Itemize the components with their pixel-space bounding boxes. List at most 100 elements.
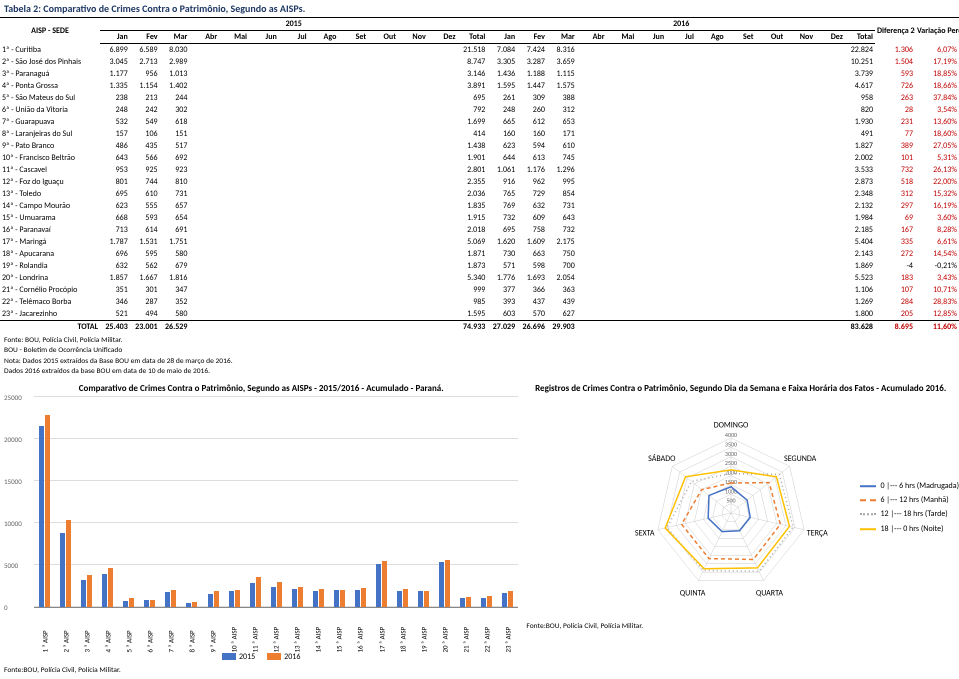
cell (338, 80, 368, 92)
table-row: 20ª - Londrina1.8571.6671.8165.3401.7761… (0, 272, 959, 284)
cell (368, 296, 398, 308)
cell-pct: 12,85% (915, 308, 959, 321)
cell (219, 284, 249, 296)
cell (756, 224, 786, 236)
cell: 691 (160, 224, 190, 236)
cell: 8.316 (547, 44, 577, 57)
cell (309, 284, 339, 296)
cell: 309 (517, 92, 547, 104)
cell (815, 212, 845, 224)
cell (726, 68, 756, 80)
gridline: 20000 (34, 438, 518, 439)
cell: 731 (547, 200, 577, 212)
cell-dif: 389 (875, 140, 915, 152)
cell: 695 (458, 92, 488, 104)
cell (756, 176, 786, 188)
cell (428, 128, 458, 140)
cell (219, 164, 249, 176)
bar-2016 (108, 568, 113, 607)
cell (189, 200, 219, 212)
cell: 312 (547, 104, 577, 116)
cell: 1.869 (845, 260, 875, 272)
cell: 366 (517, 284, 547, 296)
cell (279, 164, 309, 176)
cell (815, 200, 845, 212)
legend-2016: 2016 (284, 652, 300, 662)
cell: 1.575 (547, 80, 577, 92)
bar-group: 7 ª AISP (160, 590, 181, 606)
bar-2016 (466, 597, 471, 606)
cell: 713 (100, 224, 130, 236)
cell: 618 (160, 116, 190, 128)
cell (189, 116, 219, 128)
table-row: 9ª - Pato Branco4864355171.4386235946101… (0, 140, 959, 152)
cell-sede: 6ª - União da Vitoria (0, 104, 100, 116)
bar-xlabel: 19 ª AISP (419, 626, 428, 652)
cell-dif: 263 (875, 92, 915, 104)
hdr-month: Mar (547, 31, 577, 44)
cell: 1.667 (130, 272, 160, 284)
bar-chart-source: Fonte:BOU, Polícia Civil, Polícia Milita… (4, 666, 518, 675)
cell (398, 164, 428, 176)
cell (815, 116, 845, 128)
bar-2016 (214, 591, 219, 606)
cell (785, 260, 815, 272)
cell: 549 (130, 116, 160, 128)
cell (368, 152, 398, 164)
cell: 566 (130, 152, 160, 164)
cell (756, 56, 786, 68)
cell (279, 104, 309, 116)
bar-group: 1 ª AISP (34, 415, 55, 607)
cell (428, 321, 458, 334)
cell: 1.061 (487, 164, 517, 176)
bar-2015 (439, 562, 444, 607)
cell (309, 188, 339, 200)
cell (726, 104, 756, 116)
bar-xlabel: 17 ª AISP (377, 626, 386, 652)
cell (815, 272, 845, 284)
cell (756, 104, 786, 116)
cell-dif: 335 (875, 236, 915, 248)
cell (607, 236, 637, 248)
bar-2015 (418, 591, 423, 607)
cell (607, 321, 637, 334)
cell: 765 (487, 188, 517, 200)
cell (785, 236, 815, 248)
cell (189, 176, 219, 188)
bar-xlabel: 23 ª AISP (503, 626, 512, 652)
hdr-month: Fev (130, 31, 160, 44)
bar-2016 (192, 602, 197, 606)
cell-pct: 18,85% (915, 68, 959, 80)
hdr-month: Set (338, 31, 368, 44)
footnote: Fonte: BOU, Polícia Civil, Polícia Milit… (4, 336, 955, 345)
cell-pct: -0,21% (915, 260, 959, 272)
cell (696, 140, 726, 152)
cell: 439 (547, 296, 577, 308)
cell (368, 164, 398, 176)
cell (815, 260, 845, 272)
cell (189, 92, 219, 104)
cell: 3.146 (458, 68, 488, 80)
bar-2016 (424, 591, 429, 607)
cell: 953 (100, 164, 130, 176)
cell: 2.002 (845, 152, 875, 164)
cell: 1.269 (845, 296, 875, 308)
cell (815, 284, 845, 296)
bar-xlabel: 10 ª AISP (230, 626, 239, 652)
cell (815, 44, 845, 57)
cell: 632 (100, 260, 130, 272)
cell (338, 164, 368, 176)
cell (249, 284, 279, 296)
cell (219, 260, 249, 272)
cell (756, 152, 786, 164)
cell-sede: 22ª - Telêmaco Borba (0, 296, 100, 308)
cell (338, 116, 368, 128)
cell (428, 140, 458, 152)
radar-legend: 0 |--- 6 hrs (Madrugada)6 |--- 12 hrs (M… (860, 479, 959, 537)
cell (398, 92, 428, 104)
cell: 985 (458, 296, 488, 308)
cell (249, 128, 279, 140)
cell (666, 236, 696, 248)
hdr-month: Ago (696, 31, 726, 44)
bar-xlabel: 1 ª AISP (40, 630, 49, 652)
